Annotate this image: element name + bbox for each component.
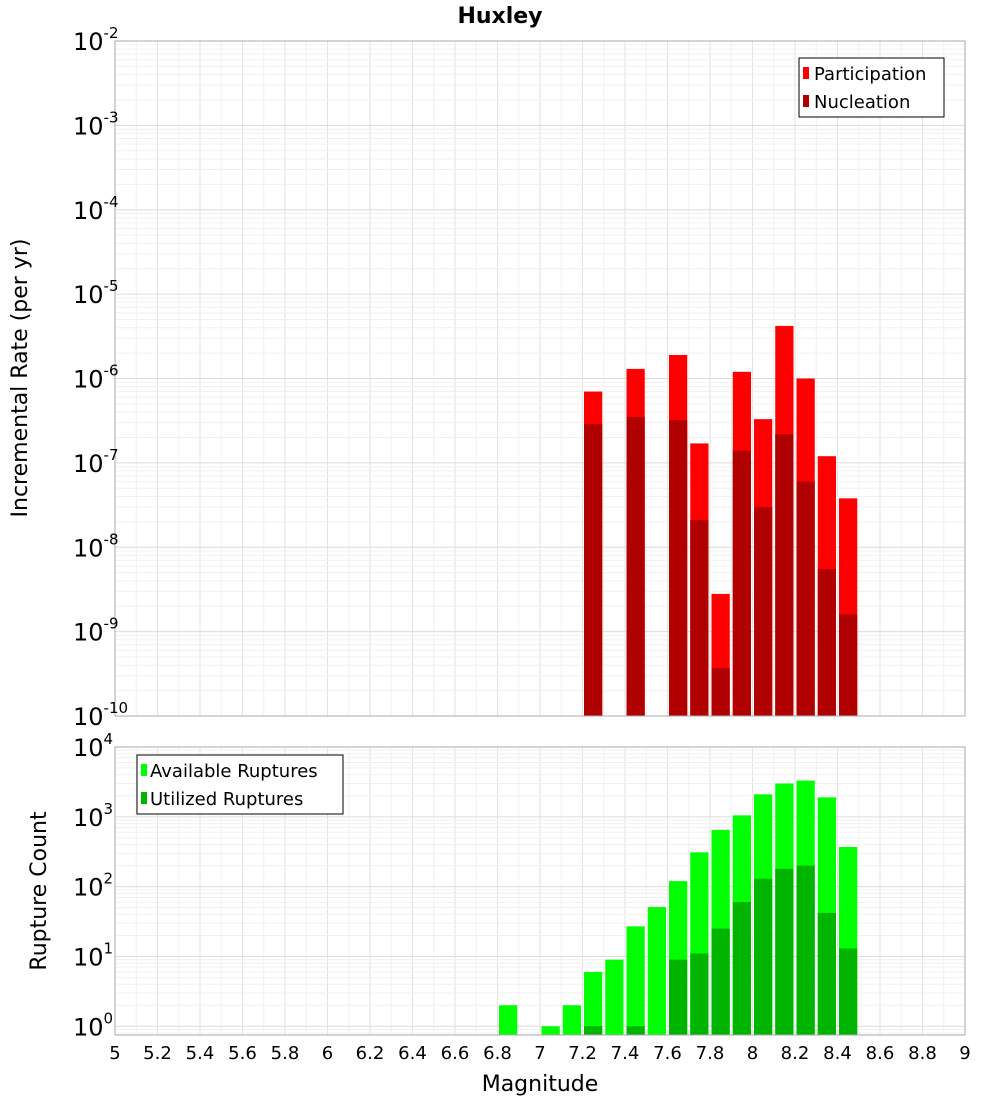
- bar-nucleation: [796, 481, 815, 716]
- bar-utilized-ruptures: [690, 953, 709, 1035]
- x-tick-label: 6: [322, 1043, 333, 1064]
- x-tick-label: 5.8: [271, 1043, 300, 1064]
- bar-nucleation: [775, 433, 794, 716]
- bar-available-ruptures: [499, 1005, 518, 1035]
- x-tick-label: 7.8: [696, 1043, 725, 1064]
- x-tick-label: 5.2: [143, 1043, 172, 1064]
- legend-swatch-utilized-ruptures: [141, 792, 147, 804]
- y-tick-label: 104: [73, 730, 113, 762]
- x-tick-label: 8.4: [823, 1043, 852, 1064]
- y-tick-label: 100: [73, 1009, 113, 1041]
- bottom-legend-box: [136, 754, 344, 815]
- bottom-plot-frame: [114, 746, 966, 1036]
- x-tick-label: 7.2: [568, 1043, 597, 1064]
- bar-nucleation: [817, 569, 836, 716]
- x-tick-label: 5.6: [228, 1043, 257, 1064]
- x-tick-label: 5: [109, 1043, 120, 1064]
- x-tick-label: 8.2: [781, 1043, 810, 1064]
- legend-swatch-participation: [803, 67, 809, 79]
- top-panel: 10-2 10-3 10-4 10-5 10-6 10-7 10-8 10-9 10-10 In…: [8, 24, 966, 731]
- y-tick-label: 101: [73, 939, 113, 971]
- bar-nucleation: [584, 423, 603, 716]
- x-tick-label: 8.6: [866, 1043, 895, 1064]
- x-axis-label: Magnitude: [482, 1072, 599, 1097]
- bar-nucleation: [732, 450, 751, 716]
- bar-utilized-ruptures: [839, 948, 858, 1035]
- bar-utilized-ruptures: [669, 959, 688, 1035]
- y-tick-label: 10-4: [73, 193, 119, 225]
- bar-nucleation: [839, 614, 858, 716]
- bar-utilized-ruptures: [584, 1026, 603, 1035]
- y-tick-label: 10-10: [73, 699, 128, 731]
- top-y-axis-label: Incremental Rate (per yr): [8, 239, 33, 518]
- top-gridlines: [114, 40, 966, 717]
- bar-available-ruptures: [584, 971, 603, 1035]
- x-tick-label: 7: [534, 1043, 545, 1064]
- y-tick-label: 10-2: [73, 24, 119, 56]
- x-tick-label: 8.8: [908, 1043, 937, 1064]
- x-tick-label: 5.4: [186, 1043, 215, 1064]
- x-tick-label: 6.4: [398, 1043, 427, 1064]
- bottom-bars: [499, 780, 858, 1035]
- bar-available-ruptures: [626, 926, 645, 1035]
- bottom-panel: 104 103 102 101 100 5 5.2 5.4 5.6 5.8 6 6.2 6.4 6.6 6…: [27, 730, 971, 1097]
- x-tick-label: 6.8: [483, 1043, 512, 1064]
- x-tick-label: 7.6: [653, 1043, 682, 1064]
- bar-nucleation: [669, 420, 688, 716]
- x-tick-labels: 5 5.2 5.4 5.6 5.8 6 6.2 6.4 6.6 6.8 7 7.2 7.4 7.6 7.8 8…: [109, 1043, 970, 1064]
- y-tick-label: 102: [73, 870, 113, 902]
- bar-available-ruptures: [605, 959, 624, 1035]
- legend-swatch-nucleation: [803, 95, 809, 107]
- y-tick-label: 10-7: [73, 446, 119, 478]
- top-y-tick-labels: 10-2 10-3 10-4 10-5 10-6 10-7 10-8 10-9 10-10: [73, 24, 128, 731]
- bar-utilized-ruptures: [796, 865, 815, 1035]
- bar-available-ruptures: [562, 1005, 581, 1035]
- top-bars: [584, 325, 858, 716]
- top-legend: Participation Nucleation: [798, 57, 945, 118]
- y-tick-label: 10-9: [73, 615, 119, 647]
- legend-label-utilized-ruptures: Utilized Ruptures: [150, 789, 303, 810]
- bar-nucleation: [711, 668, 730, 716]
- y-tick-label: 10-3: [73, 108, 119, 140]
- x-tick-label: 8: [747, 1043, 758, 1064]
- bar-available-ruptures: [647, 907, 666, 1035]
- bar-utilized-ruptures: [775, 868, 794, 1035]
- y-tick-label: 10-5: [73, 277, 119, 309]
- x-tick-label: 6.6: [441, 1043, 470, 1064]
- bar-available-ruptures: [541, 1026, 560, 1035]
- bar-utilized-ruptures: [732, 902, 751, 1035]
- top-legend-box: [798, 57, 945, 118]
- y-tick-label: 10-8: [73, 530, 119, 562]
- bar-nucleation: [754, 506, 773, 716]
- chart-title: Huxley: [457, 4, 542, 29]
- bar-utilized-ruptures: [711, 928, 730, 1035]
- legend-swatch-available-ruptures: [141, 764, 147, 776]
- x-tick-label: 7.4: [611, 1043, 640, 1064]
- x-tick-label: 6.2: [356, 1043, 385, 1064]
- x-tick-label: 9: [959, 1043, 970, 1064]
- y-tick-label: 10-6: [73, 362, 119, 394]
- bottom-y-axis-label: Rupture Count: [27, 811, 52, 971]
- bar-nucleation: [690, 520, 709, 716]
- legend-label-available-ruptures: Available Ruptures: [150, 761, 318, 782]
- bar-utilized-ruptures: [754, 878, 773, 1035]
- legend-label-participation: Participation: [814, 64, 926, 85]
- bar-nucleation: [626, 416, 645, 716]
- bottom-legend: Available Ruptures Utilized Ruptures: [136, 754, 344, 815]
- y-tick-label: 103: [73, 800, 113, 832]
- bottom-y-tick-labels: 104 103 102 101 100: [73, 730, 113, 1041]
- bar-utilized-ruptures: [626, 1026, 645, 1035]
- top-plot-frame: [114, 40, 966, 717]
- legend-label-nucleation: Nucleation: [814, 92, 910, 113]
- bar-utilized-ruptures: [817, 912, 836, 1035]
